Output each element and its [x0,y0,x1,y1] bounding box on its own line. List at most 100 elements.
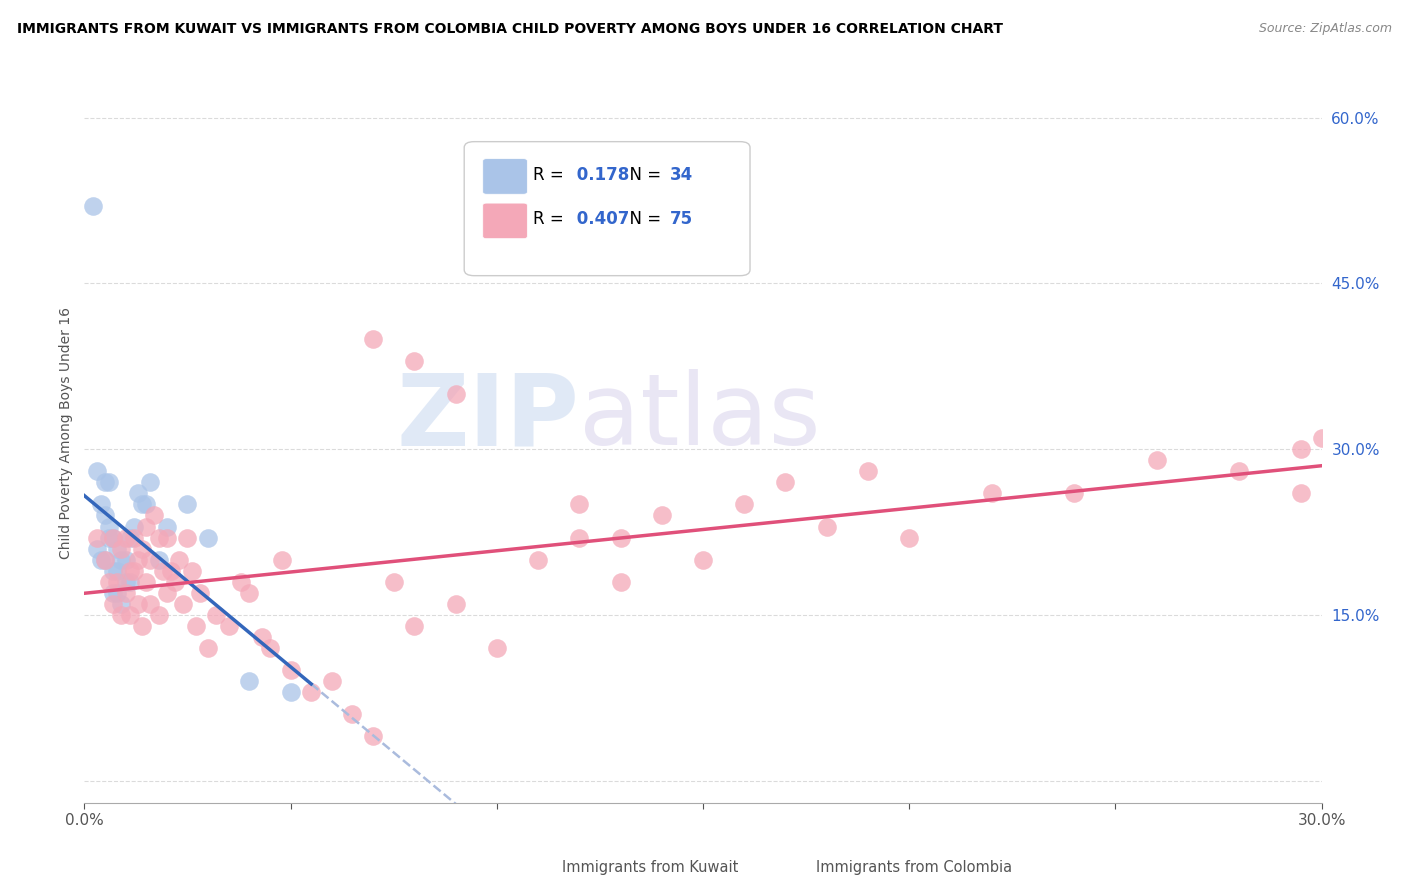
Point [250,630,273,644]
Point [527,552,550,566]
Point [110,597,132,611]
Point [382,574,405,589]
Point [1310,431,1333,445]
Point [103,531,125,545]
Point [152,564,174,578]
Point [148,607,170,622]
Point [122,531,145,545]
Text: 0.178: 0.178 [571,166,628,184]
Point [856,464,879,478]
Point [160,564,183,578]
Point [898,531,921,545]
Point [148,552,170,566]
Point [165,574,187,589]
Point [404,619,426,633]
Point [815,519,838,533]
Point [139,475,162,490]
Point [176,498,198,512]
Point [90,552,112,566]
Point [131,541,153,556]
Point [733,498,755,512]
Point [444,387,467,401]
Text: ZIP: ZIP [396,369,579,467]
Point [118,531,141,545]
Point [98,574,121,589]
Point [127,552,149,566]
Point [1063,486,1085,500]
FancyBboxPatch shape [482,159,527,194]
Point [167,552,190,566]
Point [86,464,108,478]
Point [444,597,467,611]
Point [127,597,149,611]
Point [229,574,252,589]
Point [110,541,132,556]
Point [114,586,136,600]
Point [103,564,125,578]
Point [271,552,294,566]
Point [114,574,136,589]
Point [110,552,132,566]
Point [651,508,673,523]
Point [110,607,132,622]
Point [299,685,322,699]
Text: IMMIGRANTS FROM KUWAIT VS IMMIGRANTS FROM COLOMBIA CHILD POVERTY AMONG BOYS UNDE: IMMIGRANTS FROM KUWAIT VS IMMIGRANTS FRO… [17,22,1002,37]
Point [90,498,112,512]
Point [139,552,162,566]
Point [98,519,121,533]
Point [118,564,141,578]
Point [135,574,157,589]
Point [98,531,121,545]
Point [148,531,170,545]
Text: R =: R = [533,166,569,184]
Point [105,564,128,578]
Point [94,508,117,523]
Point [197,641,219,656]
Point [122,519,145,533]
Point [176,531,198,545]
Point [98,475,121,490]
Point [105,586,128,600]
Point [105,541,128,556]
Point [94,475,117,490]
Point [94,552,117,566]
Point [568,498,591,512]
Point [180,564,202,578]
Text: N =: N = [619,211,666,228]
Text: 0.407: 0.407 [571,211,628,228]
Point [218,619,240,633]
Text: N =: N = [619,166,666,184]
FancyBboxPatch shape [464,142,749,276]
Point [238,586,260,600]
Point [485,641,508,656]
Point [156,519,179,533]
Text: atlas: atlas [579,369,821,467]
Point [122,564,145,578]
Point [156,586,179,600]
Point [103,531,125,545]
FancyBboxPatch shape [482,203,527,239]
Point [114,552,136,566]
Point [139,597,162,611]
Point [361,332,384,346]
Text: 34: 34 [669,166,693,184]
Point [342,707,364,722]
Point [188,586,211,600]
Point [172,597,194,611]
Point [103,586,125,600]
Text: Immigrants from Colombia: Immigrants from Colombia [815,860,1012,875]
Point [103,597,125,611]
Point [82,199,104,213]
Point [197,531,219,545]
Point [114,531,136,545]
Point [692,552,714,566]
Text: R =: R = [533,211,569,228]
Point [118,574,141,589]
Point [86,531,108,545]
Point [135,498,157,512]
Point [1146,453,1168,467]
Text: Immigrants from Kuwait: Immigrants from Kuwait [562,860,738,875]
Point [259,641,281,656]
Point [1289,486,1312,500]
Point [321,674,343,689]
